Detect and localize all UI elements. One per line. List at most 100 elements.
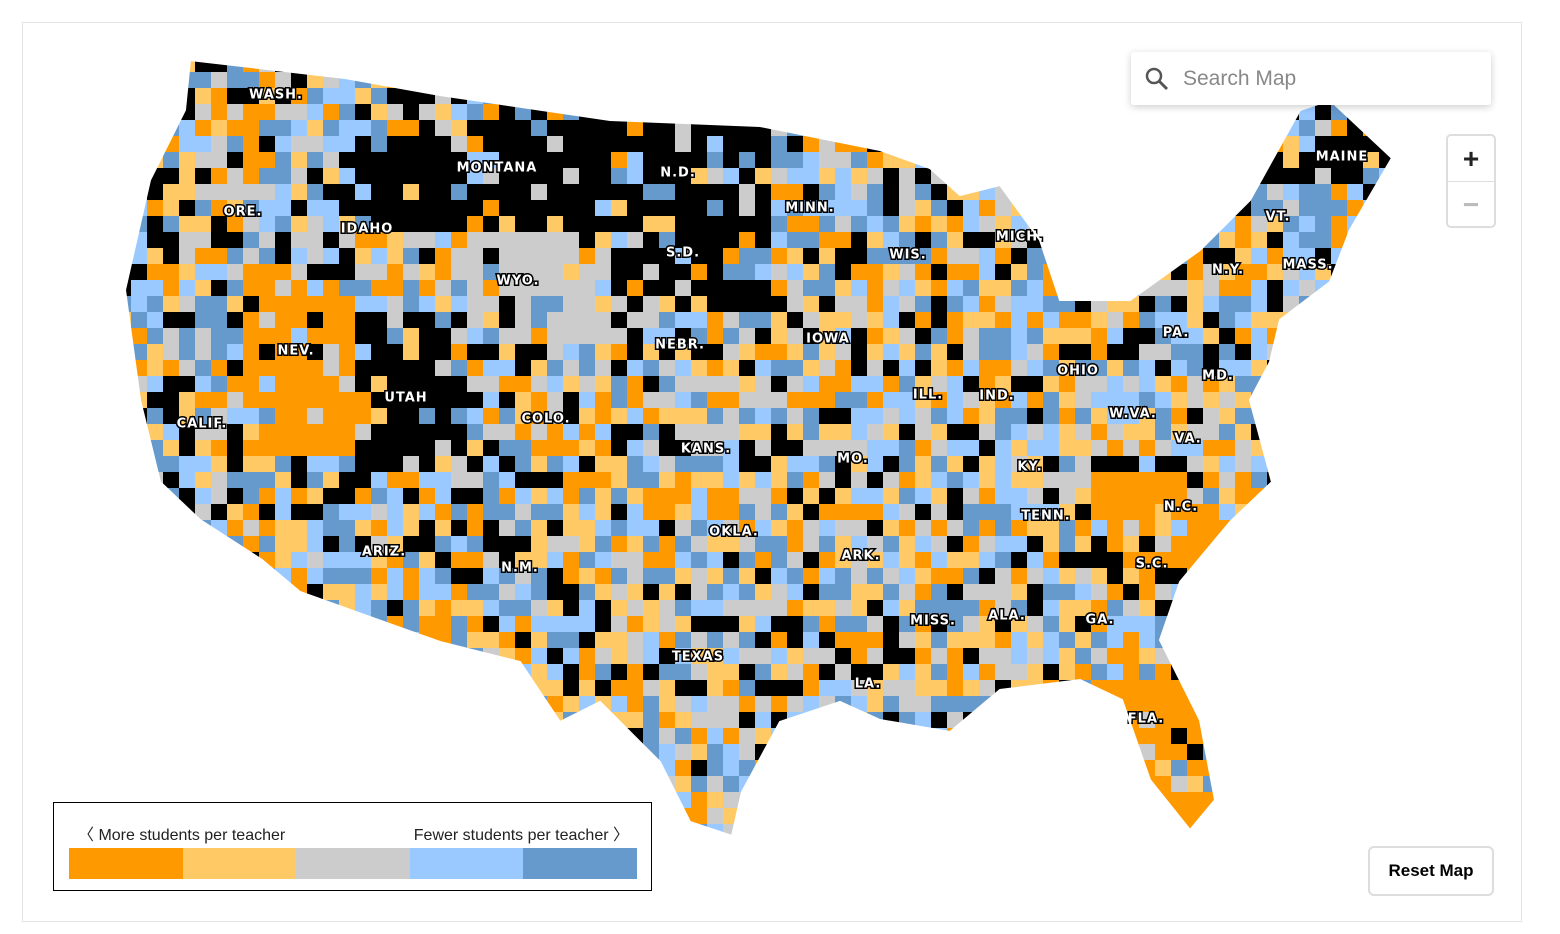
district <box>131 776 148 793</box>
district <box>1011 152 1028 169</box>
district <box>851 776 868 793</box>
district <box>125 408 132 425</box>
district <box>691 616 708 633</box>
district <box>1235 168 1252 185</box>
district <box>579 88 596 105</box>
district <box>339 424 356 441</box>
district <box>547 136 564 153</box>
zoom-in[interactable]: + <box>1448 136 1494 182</box>
district <box>1379 408 1392 425</box>
district <box>1379 728 1392 745</box>
district <box>419 600 436 617</box>
district <box>659 696 676 713</box>
district <box>739 616 756 633</box>
district <box>339 280 356 297</box>
district <box>547 760 564 777</box>
district <box>771 776 788 793</box>
district <box>531 776 548 793</box>
district <box>419 376 436 393</box>
district <box>675 296 692 313</box>
district <box>515 360 532 377</box>
district <box>483 136 500 153</box>
district <box>1123 792 1140 809</box>
district <box>947 344 964 361</box>
district <box>979 40 996 57</box>
district <box>1395 360 1412 377</box>
district <box>1171 712 1188 729</box>
district <box>899 168 916 185</box>
district <box>835 712 852 729</box>
district <box>931 664 948 681</box>
district <box>691 88 708 105</box>
district <box>467 456 484 473</box>
district <box>931 744 948 761</box>
district <box>307 296 324 313</box>
district <box>563 216 580 233</box>
district <box>339 184 356 201</box>
district <box>1331 488 1348 505</box>
legend-left-label: 〈 More students per teacher <box>78 827 286 844</box>
district <box>1299 632 1316 649</box>
district <box>1283 136 1300 153</box>
district <box>211 344 228 361</box>
district <box>1203 440 1220 457</box>
district <box>1027 328 1044 345</box>
district <box>515 520 532 537</box>
district <box>915 456 932 473</box>
district <box>125 376 132 393</box>
district <box>723 392 740 409</box>
district <box>819 264 836 281</box>
district <box>995 760 1012 777</box>
district <box>131 60 148 73</box>
district <box>707 424 724 441</box>
district <box>1123 648 1140 665</box>
district <box>755 728 772 745</box>
reset-button[interactable]: Reset Map <box>1368 846 1494 896</box>
district <box>803 184 820 201</box>
district <box>467 264 484 281</box>
district <box>323 376 340 393</box>
district <box>1059 440 1076 457</box>
district <box>579 696 596 713</box>
district <box>803 456 820 473</box>
district <box>371 296 388 313</box>
district <box>1187 488 1204 505</box>
district <box>1043 696 1060 713</box>
district <box>1315 840 1332 857</box>
district <box>355 232 372 249</box>
district <box>675 184 692 201</box>
district <box>243 60 260 73</box>
district <box>563 456 580 473</box>
district <box>963 408 980 425</box>
district <box>451 696 468 713</box>
district <box>275 520 292 537</box>
district <box>1203 296 1220 313</box>
district <box>579 40 596 57</box>
district <box>643 60 660 73</box>
district <box>125 360 132 377</box>
search-box[interactable]: Search Map <box>1131 52 1491 105</box>
district <box>755 568 772 585</box>
district <box>131 584 148 601</box>
district <box>611 104 628 121</box>
district <box>435 296 452 313</box>
district <box>627 552 644 569</box>
district <box>259 600 276 617</box>
district <box>1235 120 1252 137</box>
district <box>1107 536 1124 553</box>
district <box>1187 728 1204 745</box>
zoom-out[interactable]: − <box>1462 189 1480 220</box>
district <box>531 248 548 265</box>
district <box>1107 40 1124 57</box>
district <box>467 568 484 585</box>
district <box>531 104 548 121</box>
district <box>515 456 532 473</box>
district <box>835 824 852 836</box>
district <box>259 72 276 89</box>
district <box>675 616 692 633</box>
district <box>1027 264 1044 281</box>
district <box>947 152 964 169</box>
state-label: WIS. <box>889 248 926 263</box>
district <box>547 72 564 89</box>
